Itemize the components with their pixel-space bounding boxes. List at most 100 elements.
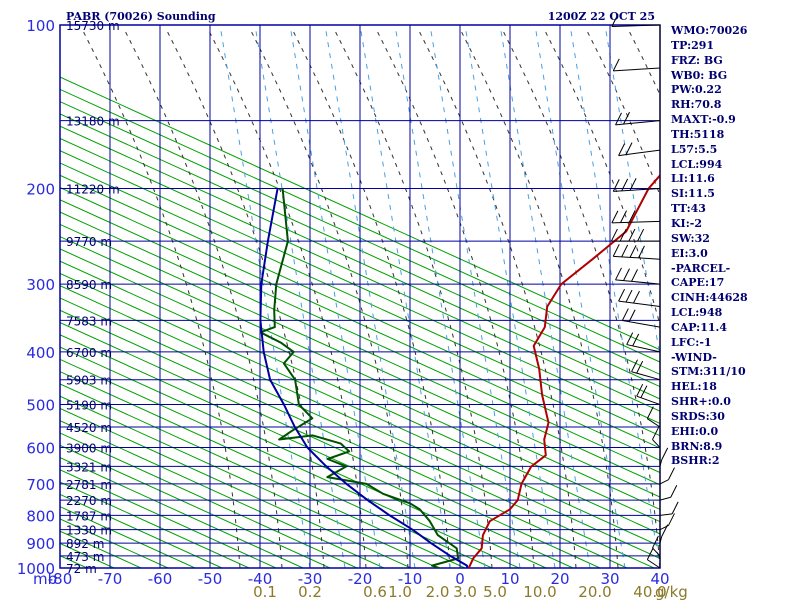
wind-barb-flag [628,228,636,242]
mixing-ratio-line [219,25,311,568]
wind-barb-staff [652,547,661,557]
wind-barb-flag [671,501,679,515]
dry-adiabat-line [60,444,331,568]
wind-barb-flag [612,179,620,192]
wind-barb-flag [668,467,675,480]
wind-barb [659,447,669,467]
mixing-ratio-label: 2.0 [426,583,450,600]
altitude-label: 7583 m [66,314,112,328]
sounding-index-item: SI:11.5 [671,187,715,201]
wind-barb-staff [615,279,661,285]
sounding-index-item: PW:0.22 [671,83,722,97]
wind-barb-flag [623,111,630,125]
pressure-tick-label: 100 [26,17,55,35]
sounding-index-item: L57:5.5 [671,142,718,156]
mixing-ratio-label: 20.0 [578,583,611,600]
wind-barb-staff [618,149,661,157]
sounding-series-line [259,188,460,568]
altitude-label: 5190 m [66,399,112,413]
wind-barb [646,406,661,428]
wind-barb-flag [612,58,620,72]
sounding-index-item: RH:70.8 [671,98,722,112]
dry-adiabat-line [60,469,277,568]
pressure-tick-label: 1000 [17,560,55,578]
mixing-ratio-line [534,25,626,568]
chart-title: PABR (70026) Sounding [66,10,216,23]
altitude-label: 72 m [66,562,97,576]
wind-barb [610,228,660,242]
wind-barb-flag [623,268,630,281]
moist-adiabat-line [545,31,660,327]
wind-barb-staff [611,24,661,27]
wind-barb-staff [622,320,661,328]
altitude-label: 4520 m [66,421,112,435]
temperature-tick-label: 10 [500,570,519,588]
altitude-label: 3900 m [66,442,112,456]
sounding-index-item: -PARCEL- [671,261,731,275]
dry-adiabat-line [60,150,660,425]
pressure-tick-label: 500 [26,397,55,415]
temperature-tick-label: -10 [398,570,423,588]
dry-adiabat-line [60,223,660,498]
mixing-ratio-label: 1.0 [388,583,412,600]
altitude-label: 473 m [66,550,104,564]
sounding-index-item: LCL:948 [671,306,723,320]
temperature-tick-label: 0 [455,570,465,588]
sounding-index-item: TH:5118 [671,127,725,141]
wind-barb-flag [640,385,648,398]
sounding-indices-list: WMO:70026 TP:291 FRZ: BG WB0: BG PW:0.22 RH:7… [671,24,748,469]
mixing-ratio-line [254,25,346,568]
sounding-index-item: CINH:44628 [671,291,748,305]
dry-adiabat-line [60,297,655,568]
dry-adiabat-line [60,371,493,568]
wind-barb-flag [652,427,659,440]
dry-adiabat-line [60,432,358,568]
temperature-tick-label: -60 [148,570,173,588]
wind-barb [612,244,661,260]
temperature-tick-label: -30 [298,570,323,588]
wind-barb-flag [615,267,622,281]
temperature-tick-label: -70 [98,570,123,588]
wind-barb [615,267,661,285]
wind-barb-flag [629,245,637,258]
wind-barb-staff [611,220,661,224]
wind-barb-flag [619,228,627,242]
moist-adiabat-line [125,31,283,568]
mixing-ratio-label: 0.1 [253,583,277,600]
dry-adiabat-line [60,137,660,412]
mixing-ratio-label: 3.0 [453,583,477,600]
wind-barb-flag [615,112,622,126]
mixing-ratio-line [499,25,591,568]
wind-barb [631,359,661,381]
sounding-index-item: CAPE:17 [671,276,725,290]
pressure-tick-label: 900 [26,535,55,553]
wind-barb [626,332,661,353]
wind-barb-flag [637,228,645,242]
mixing-ratio-unit: g/kg [655,583,688,600]
sounding-index-item: SHR+:0.0 [671,395,731,409]
wind-barb-flag [661,447,669,461]
wind-barb-flag [612,244,620,257]
sounding-index-item: WB0: BG [671,68,728,82]
wind-barb-flag [611,14,619,27]
wind-barb-staff [659,479,669,485]
altitude-label: 5903 m [66,374,112,388]
temperature-tick-label: -80 [48,570,73,588]
wind-barb [636,383,661,406]
sounding-index-item: SW:32 [671,231,710,245]
wind-barb [652,535,661,557]
temperature-tick-label: -50 [198,570,223,588]
wind-barb-flag [632,333,640,347]
wind-barb-flag [629,178,637,191]
moist-adiabat-line [419,31,577,568]
dry-adiabat-line [0,25,6,568]
altitude-label: 9770 m [66,235,112,249]
wind-barb-flag [626,332,634,345]
wind-barb [659,513,675,531]
wind-barb [652,427,661,448]
temperature-tick-label: 20 [550,570,569,588]
wind-barb-flag [646,547,654,560]
dry-adiabat-line [60,248,660,523]
dry-adiabat-line [60,76,660,351]
